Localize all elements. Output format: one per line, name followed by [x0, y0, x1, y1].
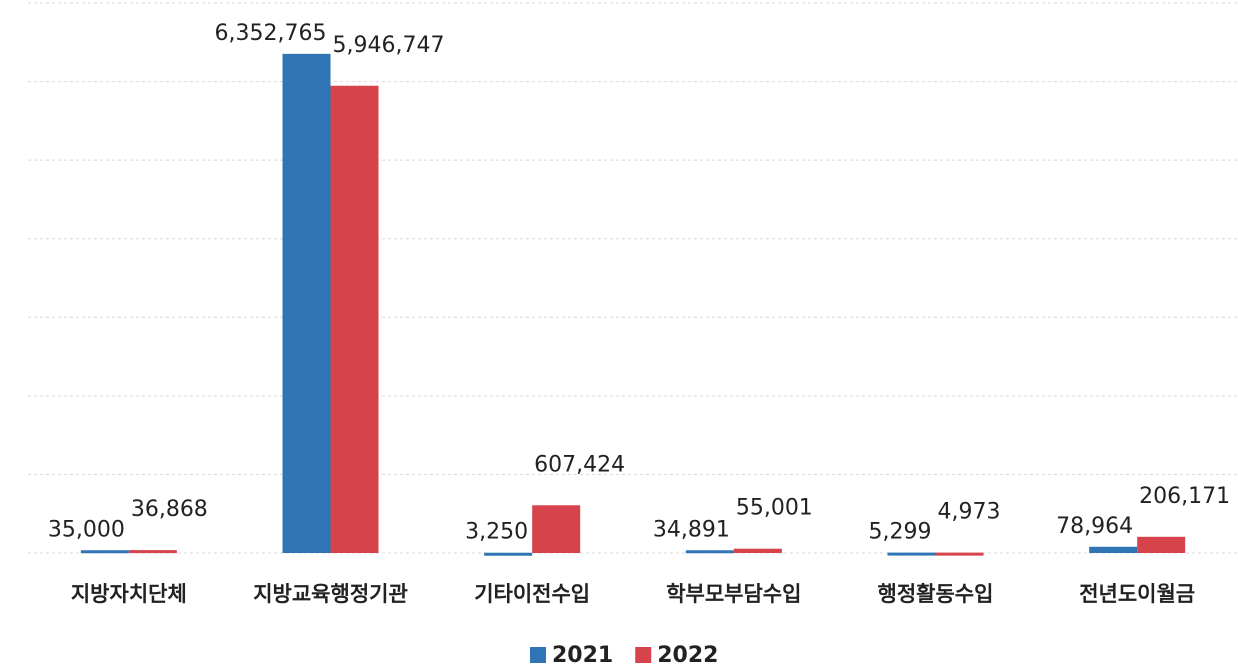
x-tick-label: 행정활동수입: [878, 582, 994, 606]
data-label: 3,250: [465, 520, 528, 545]
legend-label: 2021: [552, 643, 613, 668]
data-label: 78,964: [1056, 514, 1133, 539]
data-label: 6,352,765: [215, 21, 327, 46]
bar: [935, 552, 984, 556]
legend-swatch: [635, 647, 652, 663]
data-label: 4,973: [938, 500, 1001, 525]
bar: [80, 550, 129, 554]
legend-swatch: [530, 647, 546, 663]
bar: [282, 53, 331, 553]
bar: [1089, 546, 1138, 553]
x-tick-label: 기타이전수입: [474, 582, 590, 606]
data-label: 36,868: [131, 497, 208, 522]
bar: [532, 505, 581, 553]
data-label: 5,946,747: [333, 33, 445, 58]
data-label: 34,891: [653, 517, 730, 542]
bar: [685, 550, 734, 554]
bar: [484, 552, 533, 556]
data-label: 206,171: [1139, 484, 1230, 509]
bar: [330, 85, 379, 554]
legend-label: 2022: [657, 643, 718, 668]
bar: [733, 548, 782, 553]
data-label: 607,424: [534, 452, 625, 477]
data-label: 35,000: [48, 517, 125, 542]
x-tick-label: 지방교육행정기관: [253, 582, 408, 606]
bar: [1137, 536, 1186, 553]
bar: [128, 550, 177, 554]
data-label: 5,299: [869, 520, 932, 545]
x-tick-label: 전년도이월금: [1079, 582, 1195, 606]
bar: [887, 552, 936, 556]
data-label: 55,001: [736, 496, 813, 521]
x-tick-label: 지방자치단체: [71, 582, 187, 606]
x-tick-label: 학부모부담수입: [666, 582, 801, 606]
